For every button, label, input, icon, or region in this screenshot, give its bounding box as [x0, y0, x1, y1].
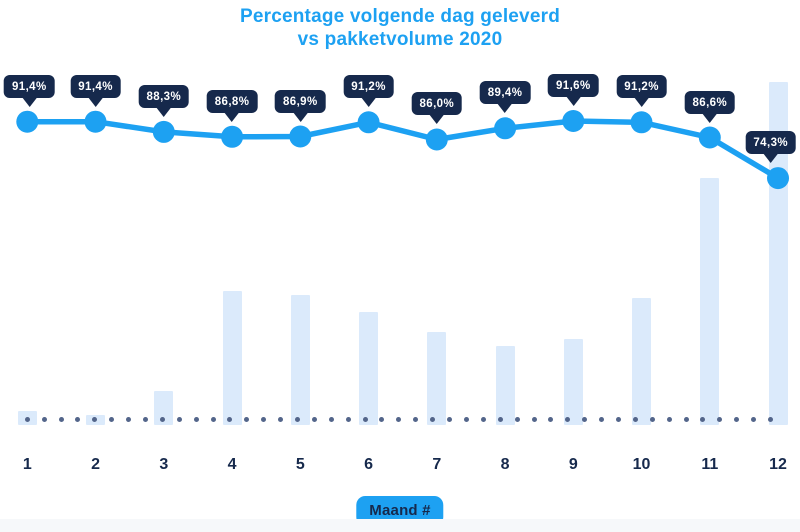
- baseline-dot: [278, 416, 284, 422]
- x-tick-label: 12: [769, 456, 787, 473]
- value-tooltip: 91,6%: [547, 74, 599, 106]
- data-point-marker: [494, 117, 517, 140]
- volume-bar: [700, 178, 720, 425]
- baseline-dot: [362, 416, 368, 422]
- baseline-dot: [244, 416, 250, 422]
- x-tick-label: 4: [227, 456, 237, 473]
- x-tick-label: 10: [632, 456, 651, 473]
- x-tick-label: 5: [295, 456, 305, 473]
- chart-title-line1: Percentage volgende dag geleverd: [239, 6, 560, 27]
- baseline-dot: [649, 416, 655, 422]
- data-point-marker: [698, 126, 721, 149]
- data-point-marker: [357, 111, 380, 134]
- baseline-dot: [75, 416, 81, 422]
- data-point-marker: [562, 110, 585, 132]
- baseline-dot: [599, 416, 605, 422]
- data-point-marker: [16, 110, 39, 133]
- baseline-dot: [143, 416, 149, 422]
- baseline-dot: [700, 416, 706, 422]
- baseline-dot: [109, 416, 115, 422]
- value-tooltip: 91,4%: [70, 74, 121, 107]
- x-tick-label: 9: [568, 456, 578, 473]
- baseline-dot: [683, 416, 689, 422]
- baseline-dot: [767, 416, 773, 422]
- baseline-dot: [379, 416, 385, 422]
- data-point-marker: [630, 111, 653, 134]
- volume-bar: [495, 346, 515, 425]
- x-tick-label: 2: [91, 456, 100, 473]
- baseline-dot: [24, 416, 30, 422]
- volume-bar: [222, 291, 242, 425]
- value-tooltip: 91,2%: [616, 75, 667, 108]
- value-tooltip: 86,6%: [684, 90, 736, 123]
- baseline-dot: [734, 416, 740, 422]
- baseline-dot: [311, 416, 317, 422]
- baseline-dot: [41, 416, 47, 422]
- baseline-dot: [126, 416, 132, 422]
- baseline-dot: [176, 416, 182, 422]
- volume-bar: [632, 298, 652, 425]
- baseline-dot: [717, 416, 723, 422]
- value-tooltip: 74,3%: [745, 131, 796, 164]
- baseline-dot: [565, 416, 571, 422]
- value-tooltip: 91,4%: [3, 74, 55, 107]
- data-point-marker: [221, 125, 244, 148]
- baseline-dot: [497, 416, 503, 422]
- baseline-dot: [227, 416, 233, 422]
- x-tick-label: 6: [364, 456, 373, 473]
- value-tooltip: 86,8%: [206, 89, 258, 122]
- baseline-dot: [582, 416, 588, 422]
- volume-bar: [290, 294, 310, 425]
- baseline-dot: [92, 416, 98, 422]
- data-point-marker: [84, 110, 107, 133]
- baseline-dot: [548, 416, 554, 422]
- baseline-dot: [480, 416, 486, 422]
- value-tooltip: 86,0%: [411, 92, 463, 125]
- x-tick-label: 3: [159, 456, 169, 473]
- baseline-dot: [58, 416, 64, 422]
- baseline-dot: [261, 416, 267, 422]
- baseline-dot: [430, 416, 436, 422]
- x-tick-label: 8: [500, 456, 510, 473]
- chart-title-line2: vs pakketvolume 2020: [297, 29, 503, 50]
- percentage-line: [24, 118, 781, 181]
- chart-title: Percentage volgende dag geleverd vs pakk…: [0, 5, 800, 51]
- x-tick-label: 7: [432, 456, 442, 473]
- data-point-marker: [767, 167, 789, 190]
- baseline-dot: [463, 416, 469, 422]
- value-tooltip: 89,4%: [479, 81, 531, 114]
- baseline-dot: [328, 416, 334, 422]
- volume-bar: [563, 339, 583, 425]
- baseline-dot: [632, 416, 638, 422]
- value-tooltip: 86,9%: [274, 89, 326, 122]
- baseline-dot: [193, 416, 199, 422]
- x-tick-label: 1: [22, 456, 32, 473]
- data-point-marker: [152, 120, 175, 143]
- baseline-dot: [751, 416, 757, 422]
- baseline-dot: [210, 416, 216, 422]
- volume-bar: [359, 311, 379, 425]
- baseline-dot: [396, 416, 402, 422]
- baseline-dot: [345, 416, 351, 422]
- baseline-dot: [413, 416, 419, 422]
- baseline-dot: [514, 416, 520, 422]
- data-point-marker: [289, 125, 312, 148]
- footer-strip: [0, 519, 800, 532]
- baseline-dot: [666, 416, 672, 422]
- data-point-marker: [425, 128, 448, 151]
- value-tooltip: 88,3%: [138, 84, 190, 117]
- baseline-dot: [615, 416, 621, 422]
- baseline-dot: [447, 416, 453, 422]
- volume-bar: [427, 332, 447, 425]
- volume-bar: [154, 390, 174, 425]
- x-tick-label: 11: [701, 456, 719, 473]
- value-tooltip: 91,2%: [343, 75, 394, 108]
- volume-bar: [768, 82, 788, 425]
- baseline-dot: [295, 416, 301, 422]
- baseline-dot: [531, 416, 537, 422]
- baseline-dot: [159, 416, 165, 422]
